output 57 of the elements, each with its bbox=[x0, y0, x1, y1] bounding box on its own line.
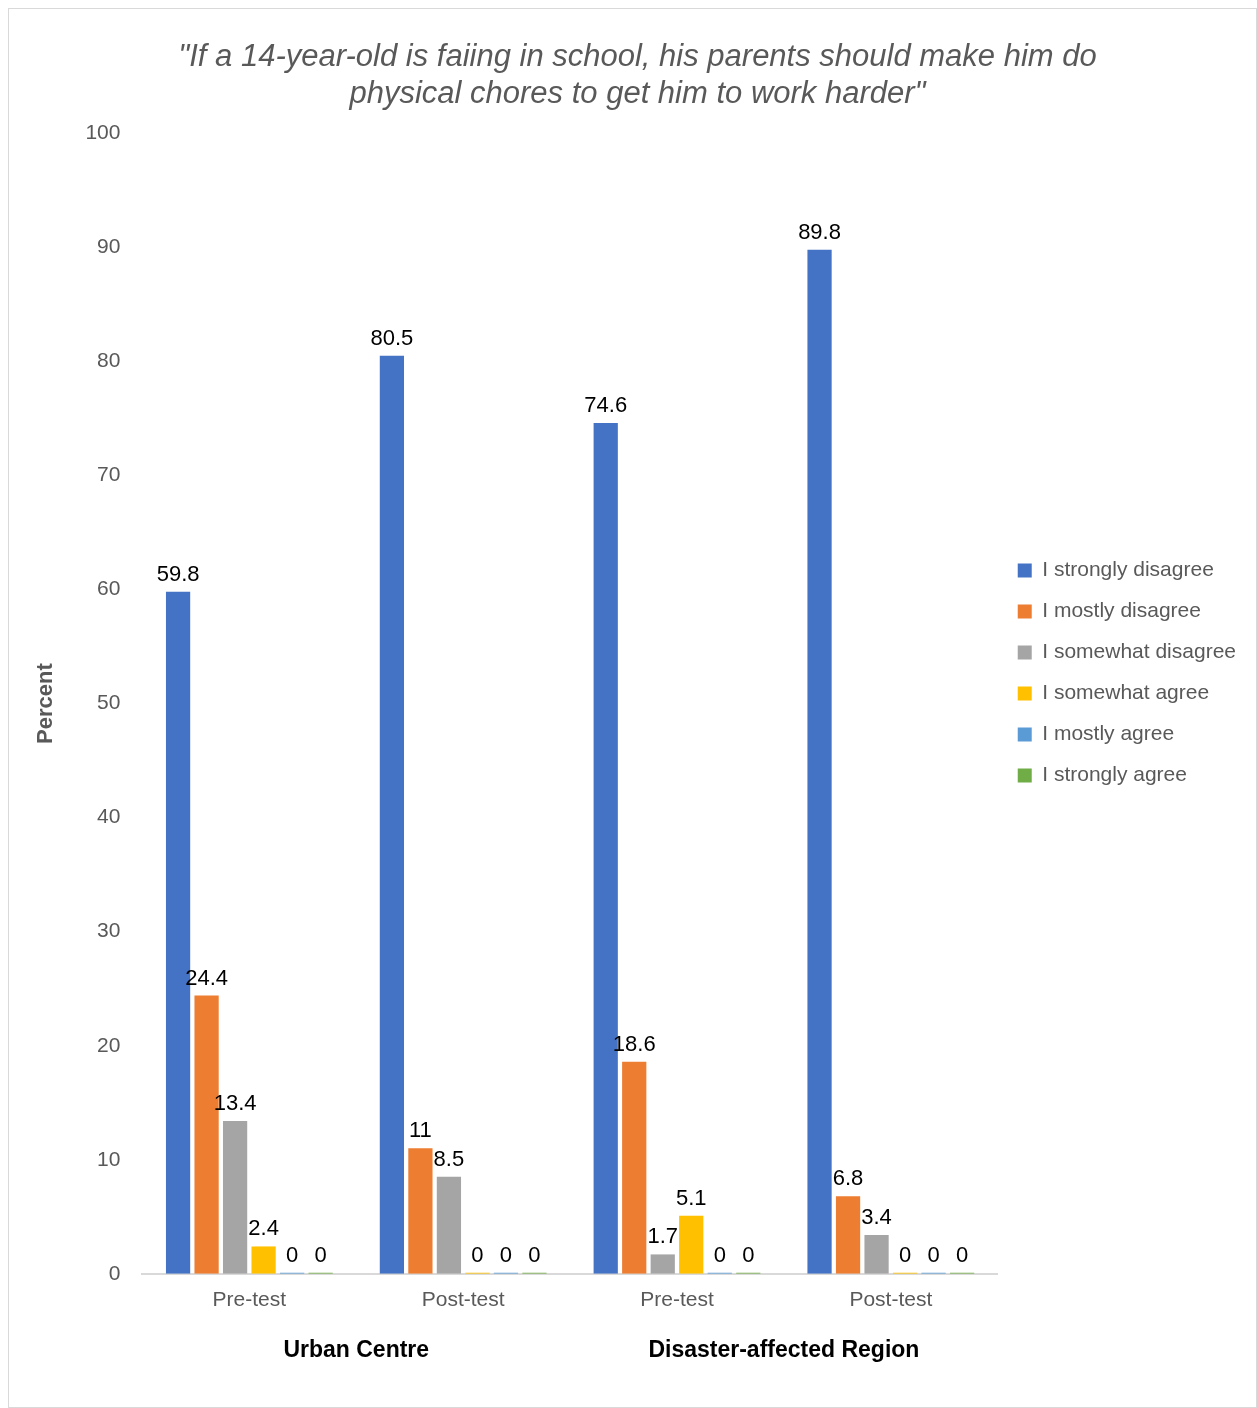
bar bbox=[379, 355, 405, 1274]
bar bbox=[251, 1246, 276, 1274]
bar bbox=[835, 1196, 861, 1274]
text: Disaster-affected Region bbox=[648, 1335, 920, 1362]
legend-label: I mostly agree bbox=[1042, 721, 1175, 745]
bar bbox=[807, 249, 832, 1274]
legend-label: I strongly disagree bbox=[1042, 557, 1214, 581]
chart-title: "If a 14-year-old is faiing in school, his parents should make him do physical chores to get him to work harder" bbox=[178, 38, 1097, 111]
y-tick-label: 50 bbox=[97, 690, 121, 714]
data-label: 0 bbox=[528, 1241, 541, 1267]
data-label: 11 bbox=[408, 1117, 432, 1143]
text: Urban Centre bbox=[283, 1335, 430, 1362]
data-label: 0 bbox=[314, 1241, 327, 1267]
data-label: 0 bbox=[898, 1241, 912, 1267]
y-tick-label: 0 bbox=[108, 1260, 121, 1284]
y-tick-label: 60 bbox=[97, 576, 121, 600]
bar bbox=[650, 1254, 675, 1274]
data-label: 0 bbox=[713, 1241, 726, 1267]
data-label: 0 bbox=[742, 1241, 755, 1267]
data-label: 59.8 bbox=[156, 560, 200, 586]
data-label: 2.4 bbox=[248, 1215, 279, 1241]
data-label: 0 bbox=[955, 1241, 969, 1267]
legend-label: I strongly agree bbox=[1042, 762, 1187, 786]
bar bbox=[408, 1148, 433, 1274]
data-label: 0 bbox=[471, 1241, 484, 1267]
legend-label: I somewhat agree bbox=[1042, 680, 1210, 704]
y-axis-title: Percent bbox=[32, 662, 58, 744]
y-tick-label: 70 bbox=[97, 462, 121, 486]
data-label: 1.7 bbox=[647, 1223, 679, 1249]
data-label: 89.8 bbox=[798, 218, 841, 244]
y-tick-label: 30 bbox=[97, 918, 121, 942]
data-label: 0 bbox=[285, 1241, 299, 1267]
y-tick-label: 90 bbox=[97, 234, 121, 258]
data-label: 80.5 bbox=[370, 324, 414, 350]
bar bbox=[222, 1120, 248, 1274]
data-label: 0 bbox=[927, 1241, 940, 1267]
data-label: 6.8 bbox=[832, 1165, 864, 1191]
bar bbox=[864, 1235, 889, 1274]
legend-label: I somewhat disagree bbox=[1042, 639, 1237, 663]
y-tick-label: 40 bbox=[97, 804, 121, 828]
data-label: 5.1 bbox=[675, 1184, 707, 1210]
y-tick-label: 100 bbox=[85, 120, 121, 144]
data-label: 0 bbox=[499, 1241, 513, 1267]
x-tick-label: Pre-test bbox=[640, 1287, 714, 1311]
bar bbox=[679, 1215, 704, 1274]
legend-label: I mostly disagree bbox=[1042, 598, 1201, 622]
y-tick-label: 80 bbox=[97, 348, 121, 372]
x-tick-label: Post-test bbox=[421, 1287, 505, 1311]
data-label: 8.5 bbox=[433, 1145, 465, 1171]
y-tick-label: 10 bbox=[97, 1146, 121, 1170]
x-tick-label: Post-test bbox=[849, 1287, 933, 1311]
bar bbox=[436, 1176, 462, 1274]
x-tick-label: Pre-test bbox=[212, 1287, 287, 1311]
y-tick-label: 20 bbox=[97, 1032, 121, 1056]
bar bbox=[622, 1061, 647, 1274]
data-label: 3.4 bbox=[861, 1204, 892, 1230]
data-label: 74.6 bbox=[584, 392, 628, 418]
